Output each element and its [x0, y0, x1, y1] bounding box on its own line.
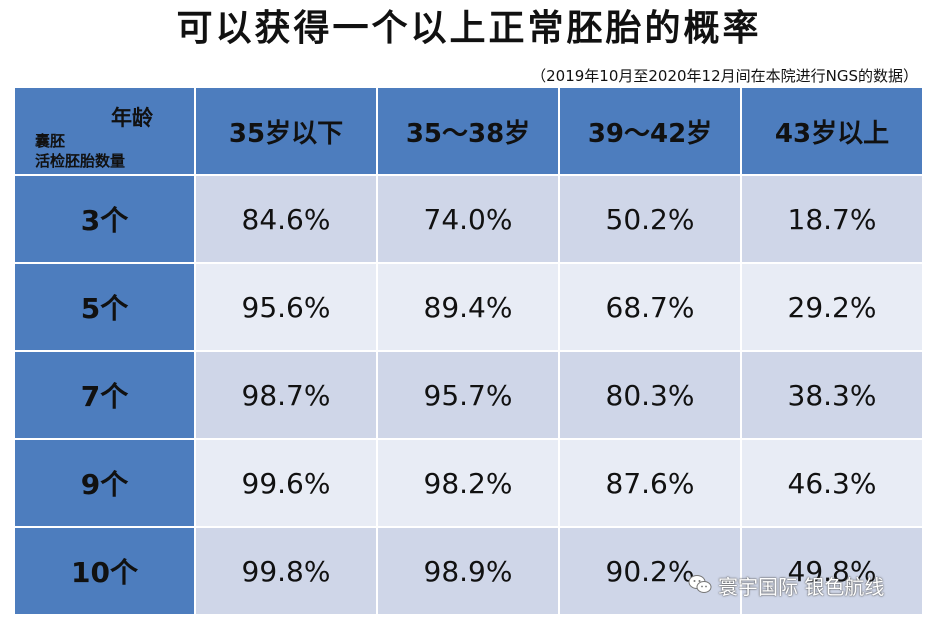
- table-cell: 50.2%: [558, 174, 742, 264]
- table-row: 10个 99.8% 98.9% 90.2% 49.8%: [13, 526, 924, 616]
- column-header: 35岁以下: [194, 86, 378, 176]
- table-cell: 38.3%: [740, 350, 924, 440]
- table-cell: 18.7%: [740, 174, 924, 264]
- column-header: 39～42岁: [558, 86, 742, 176]
- table-cell: 87.6%: [558, 438, 742, 528]
- table-cell: 68.7%: [558, 262, 742, 352]
- table-cell: 46.3%: [740, 438, 924, 528]
- row-header: 3个: [13, 174, 196, 264]
- row-header: 5个: [13, 262, 196, 352]
- table-cell: 74.0%: [376, 174, 560, 264]
- corner-header: 年龄 囊胚 活检胚胎数量: [13, 86, 196, 176]
- watermark: 寰宇国际 银色航线: [688, 570, 884, 600]
- table-cell: 89.4%: [376, 262, 560, 352]
- table-row: 3个 84.6% 74.0% 50.2% 18.7%: [13, 174, 924, 264]
- wechat-icon: [688, 574, 712, 596]
- row-header: 7个: [13, 350, 196, 440]
- row-header: 10个: [13, 526, 196, 616]
- page-title: 可以获得一个以上正常胚胎的概率: [176, 8, 762, 49]
- row-label-line1: 囊胚: [35, 132, 66, 150]
- data-source-note: （2019年10月至2020年12月间在本院进行NGS的数据）: [531, 67, 918, 85]
- probability-table: 年龄 囊胚 活检胚胎数量 35岁以下 35～38岁 39～42岁 43岁以上 3…: [13, 86, 924, 616]
- table-cell: 99.8%: [194, 526, 378, 616]
- age-label: 年龄: [111, 106, 153, 130]
- table-row: 5个 95.6% 89.4% 68.7% 29.2%: [13, 262, 924, 352]
- table-row: 9个 99.6% 98.2% 87.6% 46.3%: [13, 438, 924, 528]
- table-cell: 98.7%: [194, 350, 378, 440]
- table-cell: 95.6%: [194, 262, 378, 352]
- table-header-row: 年龄 囊胚 活检胚胎数量 35岁以下 35～38岁 39～42岁 43岁以上: [13, 86, 924, 176]
- column-header: 35～38岁: [376, 86, 560, 176]
- table-cell: 49.8%: [740, 526, 924, 616]
- table-cell: 98.9%: [376, 526, 560, 616]
- table-cell: 99.6%: [194, 438, 378, 528]
- table-cell: 84.6%: [194, 174, 378, 264]
- table-cell: 29.2%: [740, 262, 924, 352]
- table-cell: 80.3%: [558, 350, 742, 440]
- table-cell: 95.7%: [376, 350, 560, 440]
- table-row: 7个 98.7% 95.7% 80.3% 38.3%: [13, 350, 924, 440]
- row-label-line2: 活检胚胎数量: [35, 152, 126, 170]
- table-cell: 90.2%: [558, 526, 742, 616]
- watermark-text: 寰宇国际 银色航线: [718, 574, 885, 599]
- column-header: 43岁以上: [740, 86, 924, 176]
- table-cell: 98.2%: [376, 438, 560, 528]
- row-header: 9个: [13, 438, 196, 528]
